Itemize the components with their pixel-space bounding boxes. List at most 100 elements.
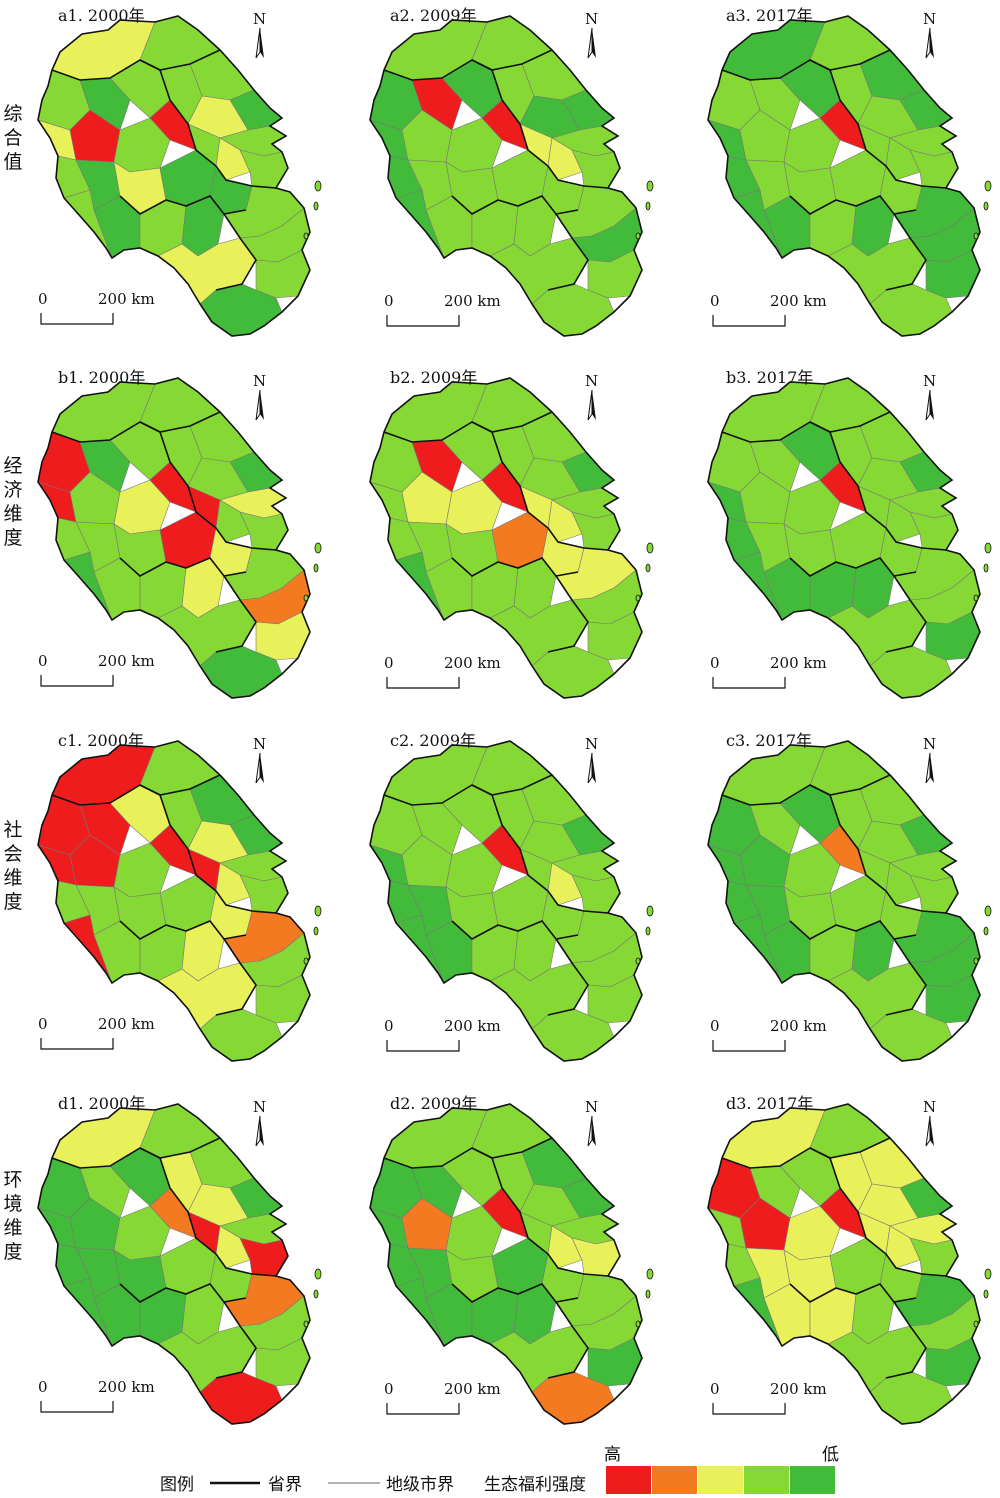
- panel-title-d1: d1. 2000年: [58, 1094, 146, 1113]
- province-border: [809, 784, 947, 914]
- panel-title-c3: c3. 2017年: [726, 731, 813, 750]
- legend-city-border: 地级市界: [386, 1475, 454, 1495]
- island: [303, 232, 309, 240]
- map-c2: [369, 740, 654, 1062]
- legend-swatch-4: [790, 1466, 835, 1494]
- province-border: [215, 938, 257, 1016]
- panel-title-c2: c2. 2009年: [390, 731, 477, 750]
- island: [983, 201, 989, 211]
- island: [645, 926, 651, 936]
- island: [303, 957, 309, 965]
- scale-bar: 0 200 km: [384, 292, 501, 332]
- panel-title-b2: b2. 2009年: [390, 368, 478, 387]
- legend: 图例 省界 地级市界 生态福利强度 高 低: [0, 1440, 1000, 1498]
- scale-bar: 0 200 km: [710, 292, 827, 332]
- island: [314, 180, 322, 192]
- province-border: [139, 1147, 277, 1277]
- island: [635, 957, 641, 965]
- province-border: [885, 1301, 927, 1379]
- map-panel-a1: a1. 2000年 N 0 200 km: [20, 0, 340, 350]
- map-a2: [369, 15, 654, 337]
- province-border: [215, 1301, 257, 1379]
- province-border: [809, 421, 947, 551]
- north-arrow-icon: N: [248, 10, 272, 60]
- map-panel-d3: d3. 2017年 N 0 200 km: [690, 1088, 1000, 1438]
- island: [984, 905, 992, 917]
- city-region: [547, 499, 583, 543]
- panel-title-a1: a1. 2000年: [58, 6, 145, 25]
- island: [973, 594, 979, 602]
- legend-intensity-label: 生态福利强度: [484, 1475, 586, 1495]
- north-arrow-icon: N: [580, 735, 604, 785]
- island: [646, 180, 654, 192]
- city-region: [547, 137, 583, 181]
- legend-swatch-1: [652, 1466, 697, 1494]
- city-region: [547, 1225, 583, 1269]
- north-arrow-icon: N: [918, 372, 942, 422]
- island: [646, 905, 654, 917]
- map-b3: [707, 377, 992, 699]
- scale-bar: 0 200 km: [710, 654, 827, 694]
- island: [314, 542, 322, 554]
- island: [984, 542, 992, 554]
- province-border: [885, 213, 927, 291]
- map-panel-c3: c3. 2017年 N 0 200 km: [690, 725, 1000, 1075]
- map-d3: [707, 1103, 992, 1425]
- island: [973, 232, 979, 240]
- island: [303, 1320, 309, 1328]
- legend-swatch-0: [606, 1466, 651, 1494]
- city-region: [215, 862, 251, 906]
- city-region: [885, 1225, 921, 1269]
- map-panel-a2: a2. 2009年 N 0 200 km: [352, 0, 672, 350]
- province-border: [471, 421, 609, 551]
- map-c3: [707, 740, 992, 1062]
- city-border-line-icon: [328, 1482, 380, 1484]
- city-region: [885, 499, 921, 543]
- island: [313, 926, 319, 936]
- panel-title-a3: a3. 2017年: [726, 6, 813, 25]
- island: [313, 563, 319, 573]
- row-label-d: 环境维度: [3, 1169, 23, 1263]
- row-label-c: 社会维度: [3, 819, 23, 913]
- map-panel-a3: a3. 2017年 N 0 200 km: [690, 0, 1000, 350]
- scale-bar: 0 200 km: [384, 1017, 501, 1057]
- island: [646, 1268, 654, 1280]
- city-region: [215, 1225, 251, 1269]
- city-region: [885, 137, 921, 181]
- city-region: [215, 499, 251, 543]
- scale-bar: 0 200 km: [38, 1378, 155, 1418]
- north-arrow-icon: N: [918, 735, 942, 785]
- island: [973, 1320, 979, 1328]
- province-border: [885, 938, 927, 1016]
- province-border: [885, 575, 927, 653]
- panel-title-b1: b1. 2000年: [58, 368, 146, 387]
- scale-bar: 0 200 km: [710, 1380, 827, 1420]
- legend-swatch-3: [744, 1466, 789, 1494]
- province-border-line-icon: [210, 1481, 260, 1485]
- row-label-a: 综合值: [3, 103, 23, 173]
- map-b2: [369, 377, 654, 699]
- city-region: [547, 862, 583, 906]
- island: [314, 1268, 322, 1280]
- province-border: [471, 59, 609, 189]
- province-border: [139, 59, 277, 189]
- island: [635, 232, 641, 240]
- legend-province-border: 省界: [268, 1475, 302, 1495]
- map-b1: [37, 377, 322, 699]
- island: [645, 201, 651, 211]
- island: [645, 563, 651, 573]
- island: [303, 594, 309, 602]
- island: [313, 1289, 319, 1299]
- island: [646, 542, 654, 554]
- panel-title-d3: d3. 2017年: [726, 1094, 814, 1113]
- north-arrow-icon: N: [580, 372, 604, 422]
- island: [983, 563, 989, 573]
- province-border: [215, 213, 257, 291]
- province-border: [215, 575, 257, 653]
- legend-low: 低: [822, 1445, 839, 1465]
- north-arrow-icon: N: [580, 10, 604, 60]
- north-arrow-icon: N: [580, 1098, 604, 1148]
- province-border: [547, 938, 589, 1016]
- province-border: [139, 421, 277, 551]
- city-region: [215, 137, 251, 181]
